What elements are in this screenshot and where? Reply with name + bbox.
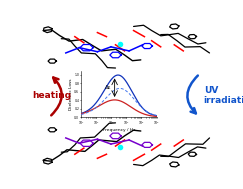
Text: heating: heating xyxy=(32,91,71,100)
FancyArrowPatch shape xyxy=(51,77,62,115)
Text: UV
irradiation: UV irradiation xyxy=(204,86,243,105)
FancyArrowPatch shape xyxy=(187,76,198,113)
